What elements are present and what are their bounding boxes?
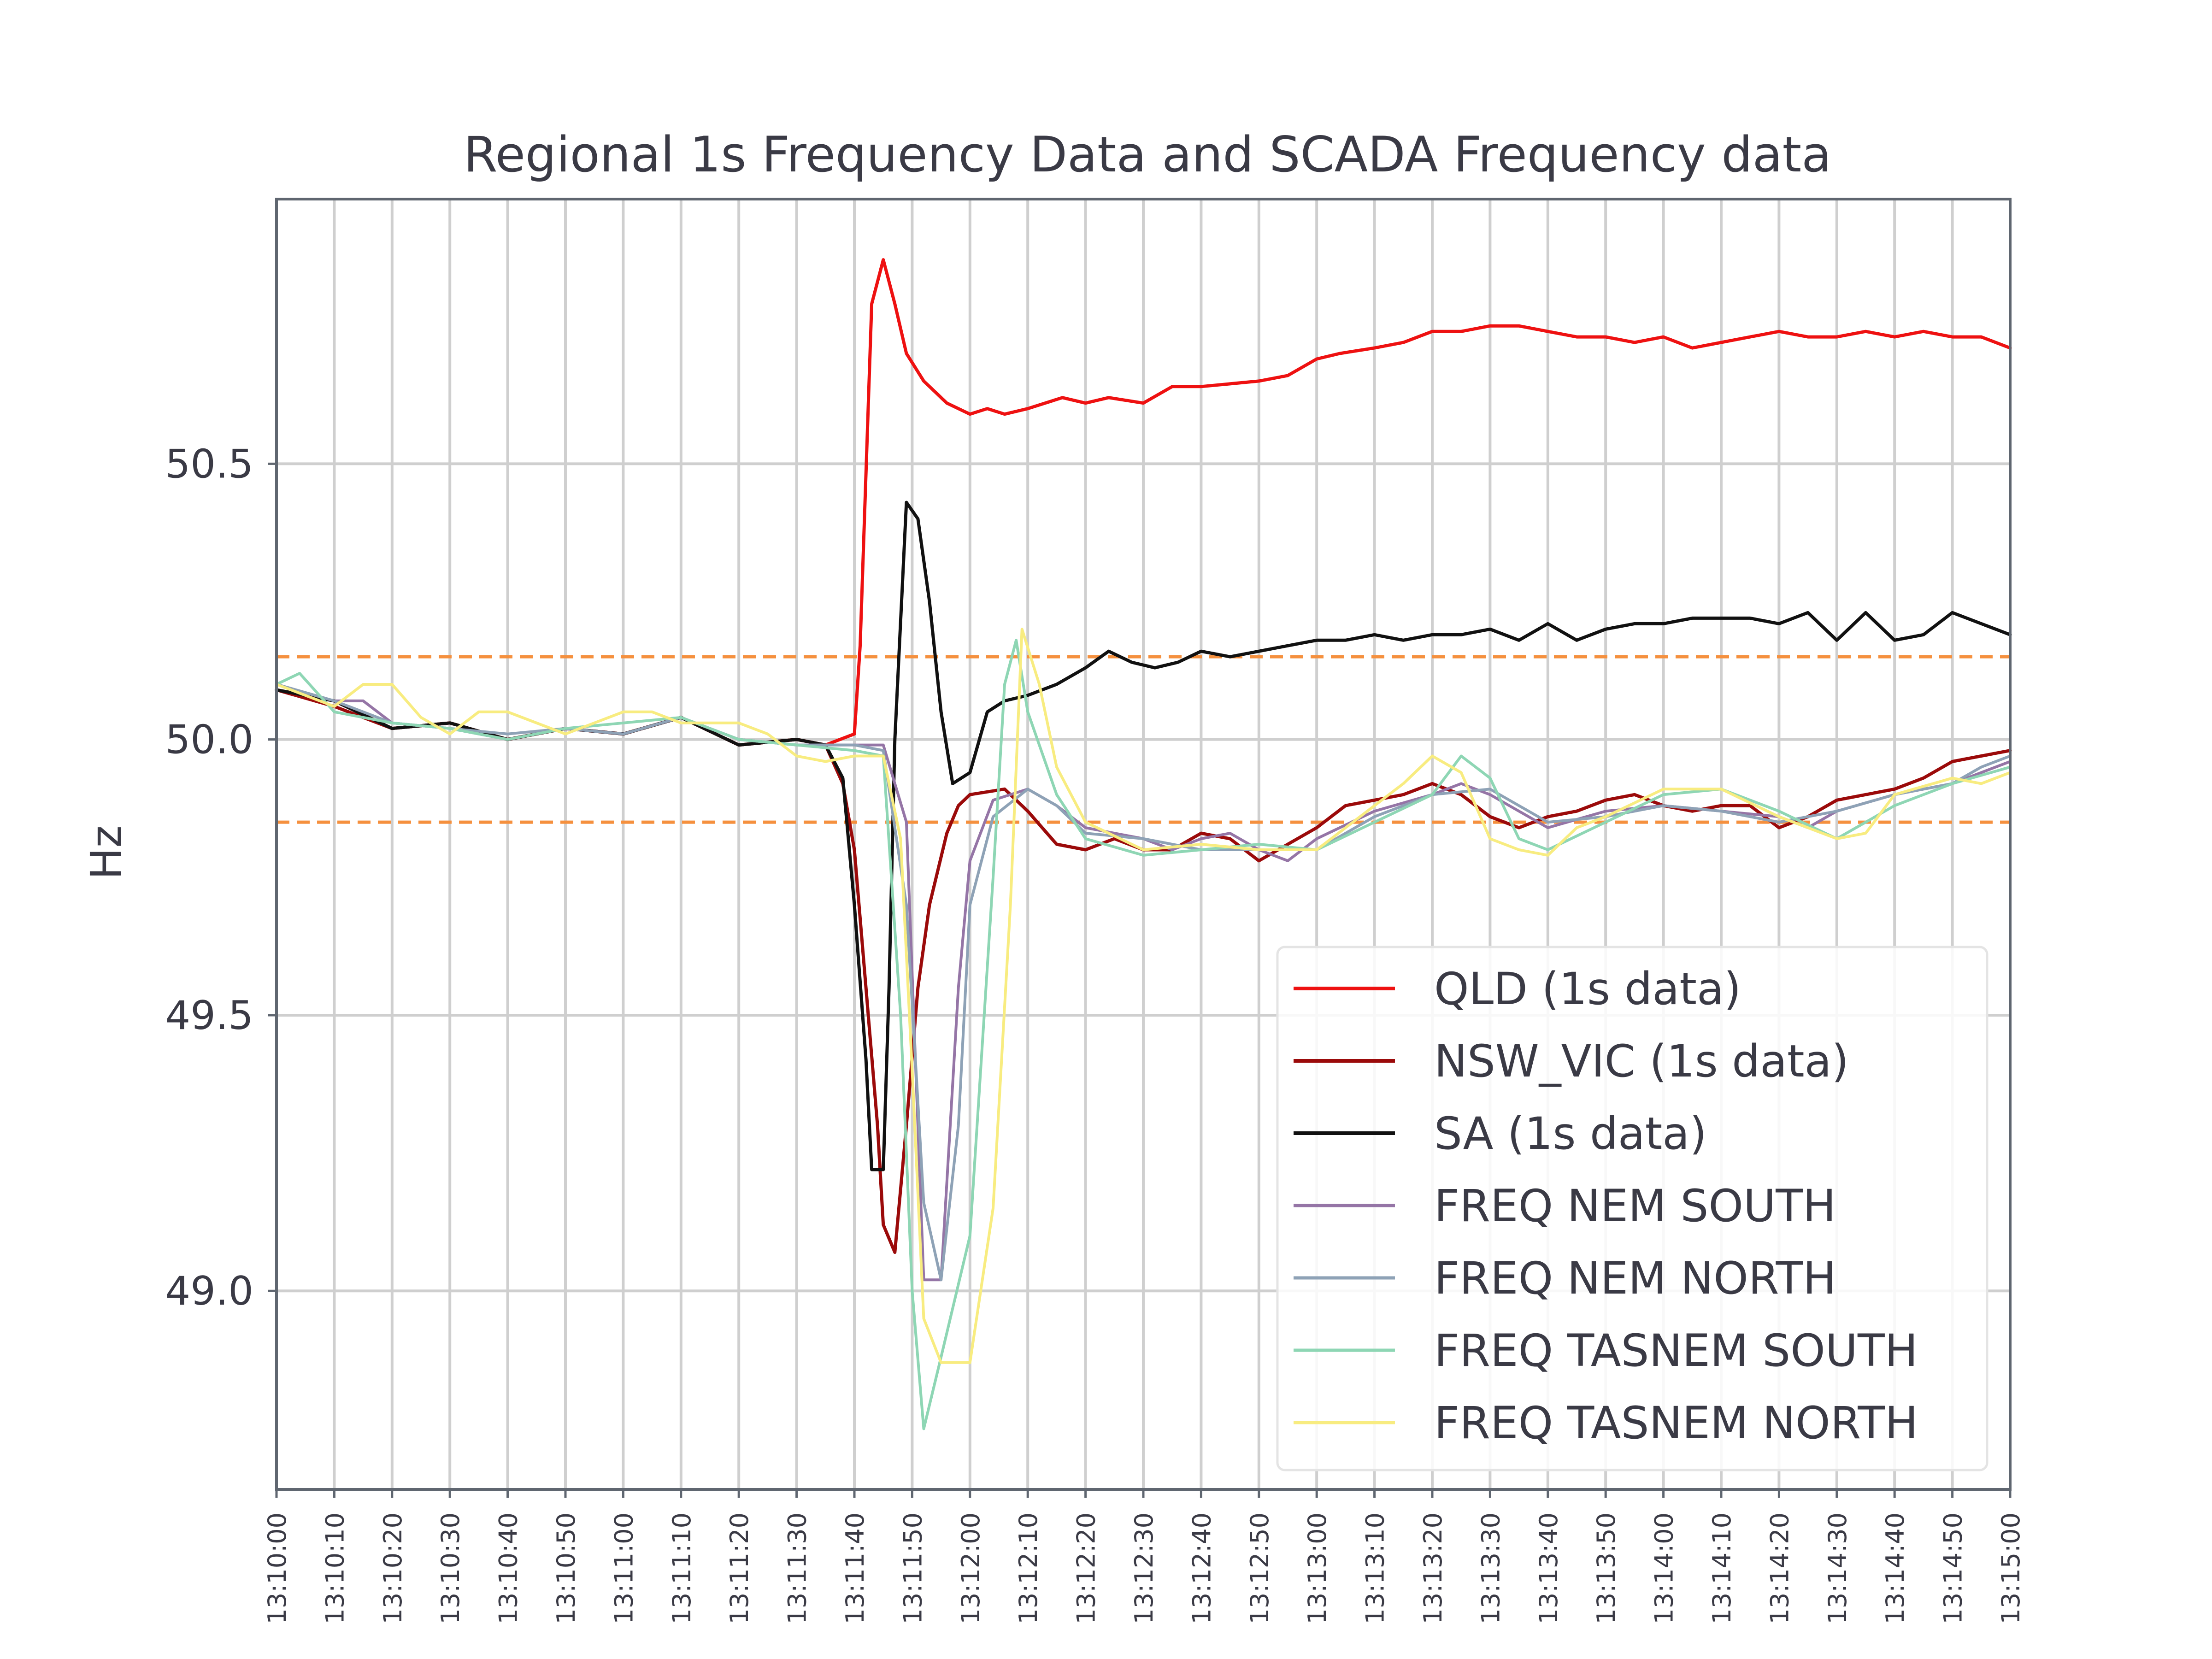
x-tick-label: 13:14:50 <box>1939 1512 1968 1624</box>
x-tick-label: 13:12:10 <box>1014 1512 1043 1624</box>
x-tick-label: 13:13:50 <box>1592 1512 1621 1624</box>
x-tick-label: 13:10:30 <box>436 1512 465 1624</box>
x-tick-labels: 13:10:00 13:10:10 13:10:20 13:10:30 13:10:40… <box>263 1489 2025 1624</box>
x-tick-label: 13:12:00 <box>956 1512 985 1624</box>
series-line-7 <box>275 628 2012 1364</box>
x-tick-label: 13:13:00 <box>1303 1512 1332 1624</box>
x-tick-label: 13:10:40 <box>494 1512 523 1624</box>
x-tick-label: 13:11:00 <box>609 1512 638 1624</box>
legend-entry: SA (1s data) <box>1434 1108 1707 1159</box>
x-tick-label: 13:12:30 <box>1130 1512 1159 1624</box>
x-tick-label: 13:12:40 <box>1187 1512 1216 1624</box>
x-tick-label: 13:14:40 <box>1881 1512 1910 1624</box>
y-tick-label: 49.5 <box>165 993 253 1039</box>
legend-entry: FREQ TASNEM NORTH <box>1434 1397 1918 1449</box>
x-tick-label: 13:14:20 <box>1765 1512 1794 1624</box>
legend-entry: FREQ NEM SOUTH <box>1434 1180 1836 1232</box>
x-tick-label: 13:11:50 <box>898 1512 927 1624</box>
x-tick-label: 13:10:00 <box>263 1512 292 1624</box>
x-tick-label: 13:13:20 <box>1418 1512 1447 1624</box>
x-tick-label: 13:12:20 <box>1072 1512 1101 1624</box>
y-tick-label: 49.0 <box>165 1268 253 1314</box>
x-tick-label: 13:10:50 <box>552 1512 581 1624</box>
legend: QLD (1s data) NSW_VIC (1s data) SA (1s dat… <box>1276 946 1988 1471</box>
x-tick-label: 13:10:20 <box>378 1512 407 1624</box>
x-tick-label: 13:13:10 <box>1361 1512 1390 1624</box>
series-line-3 <box>275 500 2012 1171</box>
series-line-5 <box>275 683 2012 1282</box>
y-tick-labels: 49.0 49.5 50.0 50.5 <box>165 441 276 1314</box>
x-tick-label: 13:13:40 <box>1534 1512 1563 1624</box>
y-axis-label: Hz <box>82 825 131 879</box>
x-tick-label: 13:14:10 <box>1707 1512 1736 1624</box>
x-tick-label: 13:11:40 <box>841 1512 870 1624</box>
y-tick-label: 50.0 <box>165 717 253 763</box>
series-lines <box>275 258 2012 1430</box>
legend-box <box>1276 946 1988 1471</box>
legend-entry: QLD (1s data) <box>1434 963 1741 1015</box>
x-tick-label: 13:14:30 <box>1823 1512 1852 1624</box>
x-tick-label: 13:11:10 <box>667 1512 696 1624</box>
legend-entry: FREQ NEM NORTH <box>1434 1253 1836 1304</box>
x-tick-label: 13:13:30 <box>1476 1512 1505 1624</box>
legend-entry: NSW_VIC (1s data) <box>1434 1035 1849 1087</box>
reference-lines <box>276 655 2010 824</box>
x-tick-label: 13:11:30 <box>783 1512 812 1624</box>
x-tick-label: 13:11:20 <box>725 1512 754 1624</box>
x-tick-label: 13:10:10 <box>320 1512 349 1624</box>
series-line-6 <box>275 639 2012 1430</box>
x-tick-label: 13:14:00 <box>1650 1512 1679 1624</box>
chart-title: Regional 1s Frequency Data and SCADA Fre… <box>464 126 1831 183</box>
x-tick-label: 13:12:50 <box>1245 1512 1274 1624</box>
x-tick-label: 13:15:00 <box>1996 1512 2025 1624</box>
legend-entry: FREQ TASNEM SOUTH <box>1434 1325 1918 1377</box>
y-tick-label: 50.5 <box>165 441 253 487</box>
